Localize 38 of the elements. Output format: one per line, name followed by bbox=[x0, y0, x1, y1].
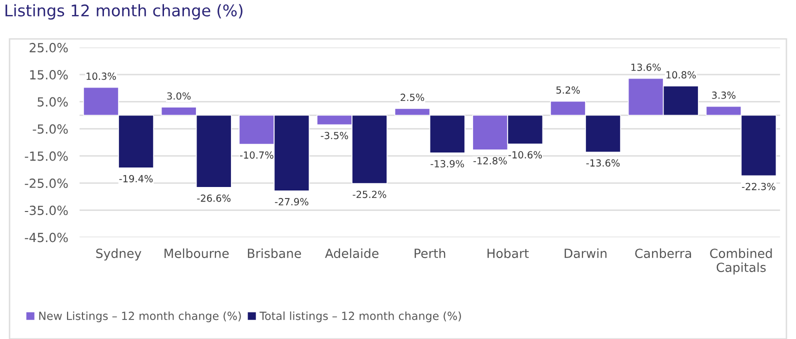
data-label: -13.9% bbox=[430, 160, 464, 168]
x-tick-label: Darwin bbox=[564, 248, 606, 258]
y-tick-label: 15.0% bbox=[30, 70, 68, 80]
x-tick-label: Combined Capitals bbox=[710, 248, 772, 275]
y-tick-label: -25.0% bbox=[24, 178, 68, 188]
legend-label: New Listings – 12 month change (%) bbox=[39, 311, 241, 322]
x-tick-label: Brisbane bbox=[248, 248, 301, 258]
y-tick-label: -45.0% bbox=[24, 232, 68, 242]
chart-title: Listings 12 month change (%) bbox=[6, 4, 242, 20]
x-tick-label: Perth bbox=[414, 248, 446, 258]
data-label: -3.5% bbox=[320, 132, 348, 140]
data-label: -12.8% bbox=[473, 157, 507, 164]
data-label: -26.6% bbox=[197, 194, 231, 202]
data-label: 3.0% bbox=[167, 92, 191, 100]
x-tick-label: Adelaide bbox=[325, 248, 378, 258]
data-label: 2.5% bbox=[400, 94, 424, 102]
x-tick-label: Hobart bbox=[488, 248, 529, 258]
x-tick-label: Melbourne bbox=[164, 248, 229, 258]
data-label: -13.6% bbox=[586, 159, 620, 167]
x-tick-label: Canberra bbox=[635, 248, 692, 258]
data-label: -22.3% bbox=[742, 182, 776, 190]
legend-label: Total listings – 12 month change (%) bbox=[260, 311, 461, 322]
data-label: 10.8% bbox=[666, 71, 696, 79]
data-label: -27.9% bbox=[274, 198, 308, 206]
y-tick-label: -35.0% bbox=[24, 206, 68, 216]
y-tick-label: -15.0% bbox=[24, 151, 68, 161]
data-label: -25.2% bbox=[352, 190, 386, 198]
y-tick-label: -5.0% bbox=[32, 124, 68, 134]
data-label: -10.6% bbox=[508, 151, 542, 158]
data-label: -19.4% bbox=[119, 174, 153, 182]
y-tick-label: 25.0% bbox=[30, 42, 68, 52]
data-label: 13.6% bbox=[631, 64, 661, 71]
data-label: 5.2% bbox=[556, 86, 580, 94]
data-label: 10.3% bbox=[86, 72, 116, 80]
data-label: -10.7% bbox=[240, 151, 274, 159]
x-tick-label: Sydney bbox=[96, 248, 142, 261]
data-label: 3.3% bbox=[712, 92, 736, 99]
y-tick-label: 5.0% bbox=[38, 97, 68, 107]
